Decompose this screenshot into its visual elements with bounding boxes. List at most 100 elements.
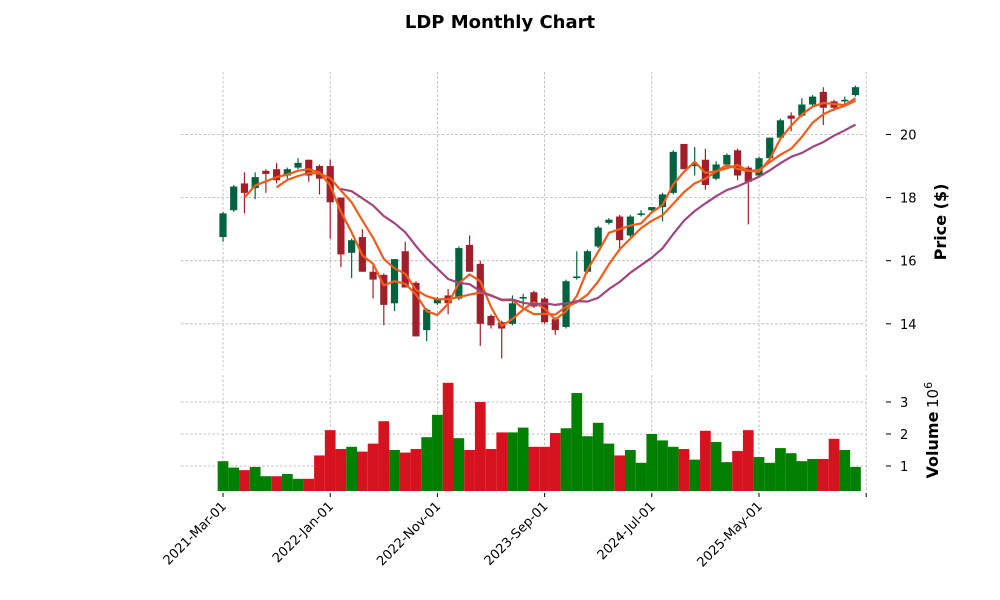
price-tick-label: 14 [900,318,917,333]
candle-body [487,315,495,326]
volume-bar [389,450,400,491]
volume-bar [432,414,443,491]
candle-body [583,251,592,272]
candle-body [787,115,795,119]
volume-bar [346,446,357,491]
volume-bar [592,422,604,491]
volume-bar [528,446,540,491]
moving-average-line-ma3 [243,97,857,327]
candle-body [658,194,667,208]
candle-body [283,169,291,176]
volume-bar [582,436,593,491]
axes: 14 16 18 20 1 2 3 2021-Mar-01 2022-Jan-01 2022-No… [161,129,917,571]
volume-bar [828,438,840,491]
candle [605,218,613,225]
candle [240,172,249,214]
volume-bar [260,476,272,491]
candle-body [648,207,656,211]
x-tick-label: 2025-May-01 [695,499,766,570]
candle-body [348,240,356,253]
candle [465,235,474,272]
candle-body [776,120,785,138]
volume-bar [496,432,508,491]
volume-bar [335,449,347,491]
candle-body [573,276,581,279]
candle-body [305,159,313,176]
volume-bar [785,453,797,491]
candle-body [380,274,388,305]
volume-bar [549,433,561,491]
candle-body [294,162,302,168]
candle-body [551,319,559,331]
moving-average-line-ma12 [340,123,857,306]
volume-tick-label: 1 [900,460,908,475]
candle-body [519,296,527,299]
candle-body [541,298,549,323]
candle-body [369,271,377,280]
candle [594,225,602,249]
volume-bar [453,438,465,491]
volume-bar [217,461,229,491]
candle-body [401,251,409,288]
volume-tick-label: 3 [900,396,908,411]
volume-bar [357,451,368,491]
x-tick-label: 2024-Jul-01 [595,499,659,563]
volume-bar [603,443,615,491]
candle-body [476,263,484,324]
volume-bar [324,430,336,491]
price-tick-label: 16 [900,255,917,270]
volume-bars [217,382,861,491]
candle-body [798,104,806,116]
volume-bar [314,455,325,491]
candle-body [230,186,238,211]
volume-bar [667,446,679,491]
volume-bar [657,440,668,491]
candle-body [605,219,613,223]
candle-body [594,227,602,247]
candle [230,184,238,212]
volume-bar [464,450,475,491]
volume-bar [517,427,529,491]
candle-body [819,91,827,108]
candle-body [251,177,259,189]
volume-axis-label-text: Volume [923,411,942,478]
candle [755,156,763,178]
candle-body [733,150,742,176]
candle [348,238,356,279]
candle-body [508,303,517,324]
volume-bar [378,421,390,491]
candle [819,87,827,126]
candle [283,167,291,179]
x-tick-label: 2022-Nov-01 [374,499,444,569]
candle [305,159,313,182]
volume-bar [560,428,572,491]
volume-bar [281,474,293,491]
candle [658,192,667,222]
candle [273,162,281,184]
volume-bar [678,449,690,491]
volume-bar [635,462,647,491]
volume-bar [239,470,250,491]
candle-body [637,213,645,215]
volume-bar [474,402,486,491]
volume-bar [421,437,433,491]
volume-tick-label: 2 [900,428,908,443]
volume-bar [732,450,743,491]
candle [455,246,463,301]
volume-bar [775,448,786,491]
candle [766,137,774,160]
candle [841,96,849,105]
volume-bar [817,458,829,491]
moving-average-line-ma6 [275,99,856,316]
candle-body [723,155,731,165]
candle [530,290,538,309]
volume-bar [689,459,701,491]
candle [401,241,409,288]
volume-bar [399,452,411,491]
candle [787,112,795,132]
volume-bar [271,476,282,491]
volume-bar [292,478,304,491]
candle [294,158,302,170]
candle [776,118,785,140]
